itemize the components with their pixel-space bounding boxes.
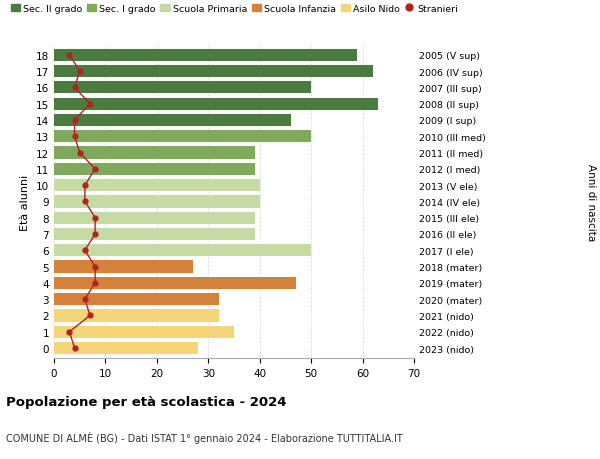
Bar	[54, 98, 378, 111]
Bar	[54, 326, 234, 338]
Bar	[54, 277, 296, 289]
Bar	[54, 196, 260, 208]
Bar	[54, 245, 311, 257]
Bar	[54, 310, 218, 322]
Bar	[54, 66, 373, 78]
Bar	[54, 261, 193, 273]
Bar	[54, 212, 254, 224]
Text: Popolazione per età scolastica - 2024: Popolazione per età scolastica - 2024	[6, 395, 287, 408]
Y-axis label: Età alunni: Età alunni	[20, 174, 31, 230]
Text: Anni di nascita: Anni di nascita	[586, 163, 596, 241]
Bar	[54, 82, 311, 94]
Bar	[54, 115, 290, 127]
Bar	[54, 163, 254, 175]
Bar	[54, 342, 198, 354]
Legend: Sec. II grado, Sec. I grado, Scuola Primaria, Scuola Infanzia, Asilo Nido, Stran: Sec. II grado, Sec. I grado, Scuola Prim…	[11, 5, 458, 14]
Bar	[54, 179, 260, 192]
Bar	[54, 229, 254, 241]
Text: COMUNE DI ALMÈ (BG) - Dati ISTAT 1° gennaio 2024 - Elaborazione TUTTITALIA.IT: COMUNE DI ALMÈ (BG) - Dati ISTAT 1° genn…	[6, 431, 403, 443]
Bar	[54, 50, 358, 62]
Bar	[54, 147, 254, 159]
Bar	[54, 293, 218, 306]
Bar	[54, 131, 311, 143]
